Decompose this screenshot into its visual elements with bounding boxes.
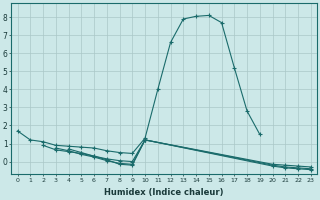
X-axis label: Humidex (Indice chaleur): Humidex (Indice chaleur) bbox=[104, 188, 224, 197]
